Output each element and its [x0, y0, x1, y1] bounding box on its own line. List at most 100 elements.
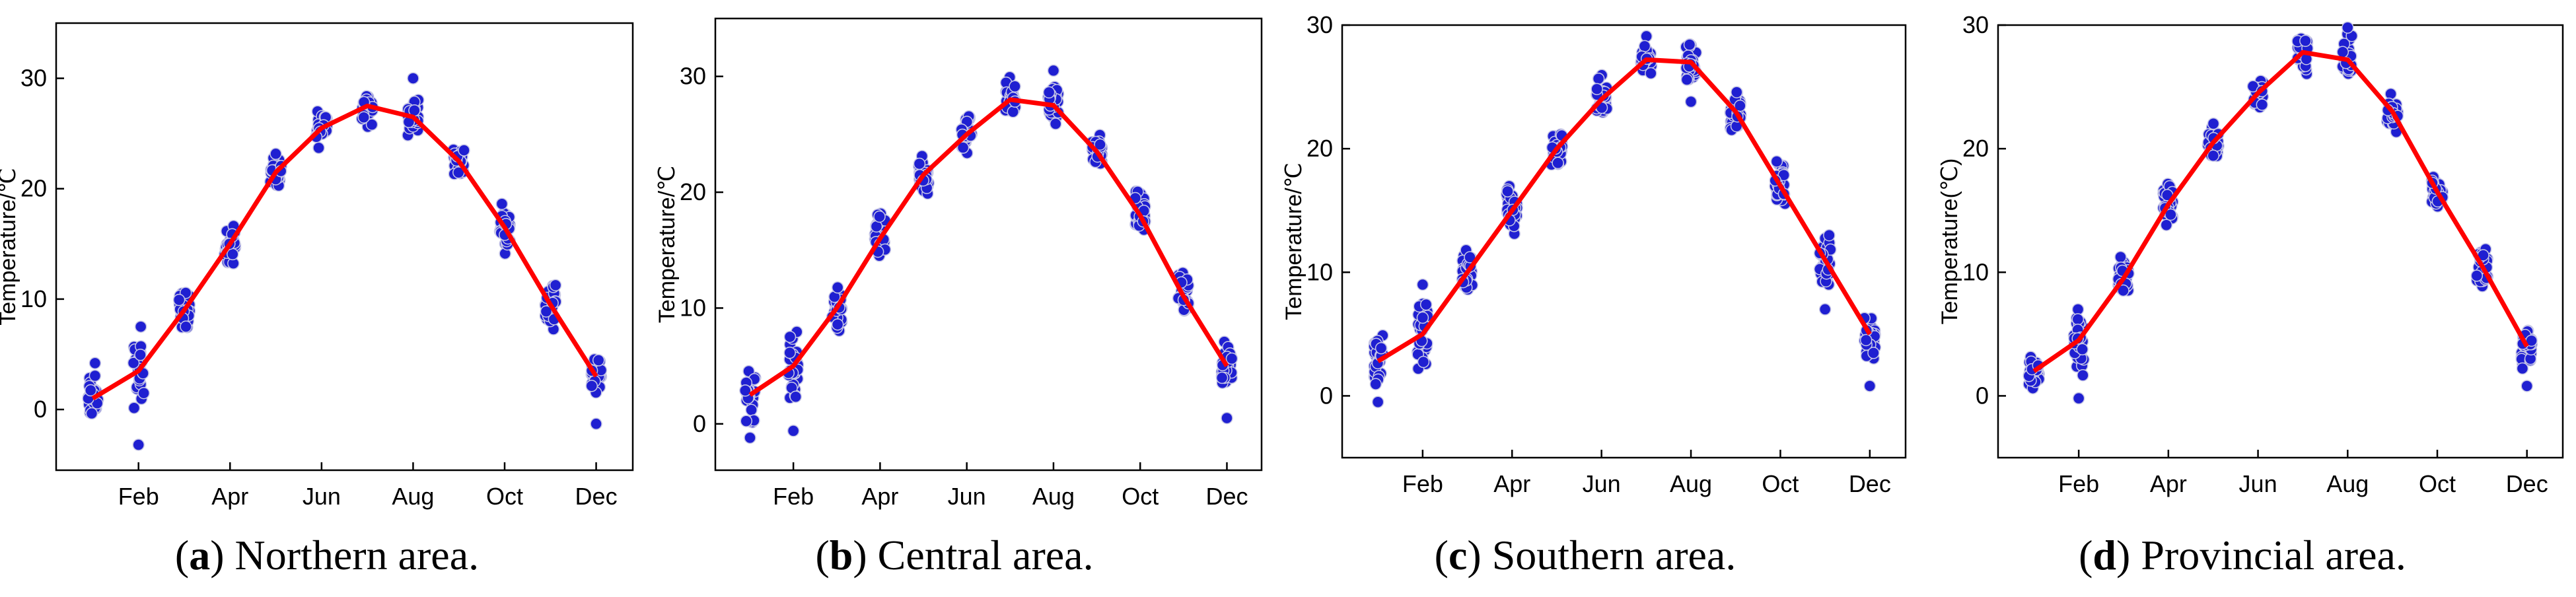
data-point	[592, 354, 605, 367]
x-tick-label: Dec	[575, 483, 618, 510]
data-point-outlier	[89, 357, 102, 370]
data-point	[89, 369, 102, 382]
data-point	[540, 305, 553, 318]
x-tick-label: Jun	[2239, 470, 2277, 497]
panel-c: 0 10 20 30 Feb Apr Jun Aug Oct Dec Temperature/℃ (c…	[1281, 11, 1907, 579]
data-point-outlier	[1221, 411, 1233, 425]
data-point-outlier	[134, 320, 147, 333]
plot-frame	[1341, 24, 1907, 459]
x-tick-label: Aug	[2326, 470, 2369, 497]
data-point	[1049, 118, 1062, 130]
data-point	[134, 349, 147, 361]
data-point	[495, 197, 509, 210]
data-point	[789, 390, 802, 403]
data-point-outlier	[787, 425, 800, 437]
data-point-outlier	[1818, 303, 1832, 316]
data-point	[85, 407, 98, 420]
data-point	[2160, 219, 2173, 232]
y-tick-label: 10	[1306, 258, 1333, 285]
data-point	[2071, 313, 2085, 326]
x-tick-label: Feb	[2058, 470, 2099, 497]
data-point	[1645, 67, 1657, 80]
data-point	[127, 357, 140, 369]
x-tick-label: Aug	[1032, 483, 1075, 510]
scatter-points	[82, 72, 608, 451]
data-point	[2165, 208, 2177, 221]
data-point	[1375, 342, 1388, 355]
mean-temperature-line	[748, 97, 1229, 397]
data-point-outlier	[2521, 380, 2533, 392]
data-point	[1552, 157, 1564, 170]
panel-caption: (a) Northern area.	[175, 532, 479, 579]
data-point	[740, 415, 753, 427]
data-point	[549, 279, 562, 292]
data-point	[1859, 334, 1873, 347]
data-point	[2207, 117, 2220, 130]
data-point	[2256, 98, 2269, 111]
data-point	[2077, 369, 2089, 382]
panel-caption: (d) Provincial area.	[2079, 532, 2406, 579]
data-point-outlier	[1371, 396, 1384, 409]
plot-frame	[55, 22, 634, 472]
data-point	[172, 293, 186, 306]
data-point	[1007, 105, 1019, 118]
y-tick-label: 30	[1962, 11, 1989, 38]
data-point	[739, 384, 752, 397]
data-point	[357, 111, 370, 124]
data-point	[1640, 30, 1653, 43]
caption-letter: d	[2093, 532, 2116, 579]
y-tick-label: 0	[693, 410, 706, 437]
data-point-outlier	[1416, 278, 1429, 291]
data-point	[831, 281, 844, 294]
y-tick-label: 0	[34, 396, 47, 423]
data-point	[2516, 362, 2529, 375]
y-tick-label: 20	[1962, 135, 1989, 162]
x-tick-label: Apr	[1493, 470, 1530, 497]
data-point	[1094, 138, 1106, 151]
y-tick-label: 30	[1306, 11, 1333, 38]
data-point	[458, 144, 470, 157]
panel-caption: (b) Central area.	[815, 532, 1093, 579]
data-point	[1591, 83, 1603, 96]
x-tick-label: Jun	[303, 483, 341, 510]
data-point-outlier	[407, 72, 419, 85]
panel-a: 0 10 20 30 Feb Apr Jun Aug Oct Dec Temperature/℃ (a…	[0, 22, 634, 579]
y-axis-title: Temperature/℃	[655, 166, 680, 324]
x-tick-label: Apr	[861, 483, 898, 510]
data-point	[1683, 38, 1696, 51]
data-point	[269, 147, 282, 160]
x-tick-label: Oct	[486, 483, 523, 510]
data-point	[2384, 87, 2397, 100]
data-point	[831, 318, 844, 331]
y-tick-label: 0	[1976, 382, 1989, 409]
data-point	[585, 380, 598, 392]
data-point-outlier	[1684, 95, 1698, 108]
data-point-outlier	[132, 439, 145, 451]
data-point	[1416, 311, 1429, 324]
data-point-outlier	[1863, 380, 1877, 392]
data-point	[1369, 378, 1382, 390]
x-tick-label: Dec	[2506, 470, 2548, 497]
data-point	[1417, 355, 1430, 369]
data-point	[2114, 250, 2127, 263]
data-point	[127, 402, 141, 414]
y-tick-label: 10	[680, 294, 706, 321]
data-point	[1867, 347, 1880, 359]
x-tick-label: Dec	[1849, 470, 1891, 497]
x-tick-label: Oct	[1122, 483, 1159, 510]
y-tick-label: 30	[680, 63, 706, 90]
y-tick-label: 10	[1962, 258, 1989, 285]
data-point	[312, 141, 325, 155]
scatter-points	[2022, 21, 2538, 405]
caption-letter: c	[1449, 532, 1467, 579]
x-tick-label: Jun	[1583, 470, 1621, 497]
x-tick-label: Oct	[1762, 470, 1799, 497]
data-point	[1680, 73, 1694, 86]
data-point	[1215, 371, 1229, 384]
data-point	[137, 387, 150, 400]
plot-frame	[714, 17, 1263, 472]
caption-letter: a	[189, 532, 210, 579]
data-point	[1638, 40, 1651, 53]
caption-letter: b	[830, 532, 853, 579]
